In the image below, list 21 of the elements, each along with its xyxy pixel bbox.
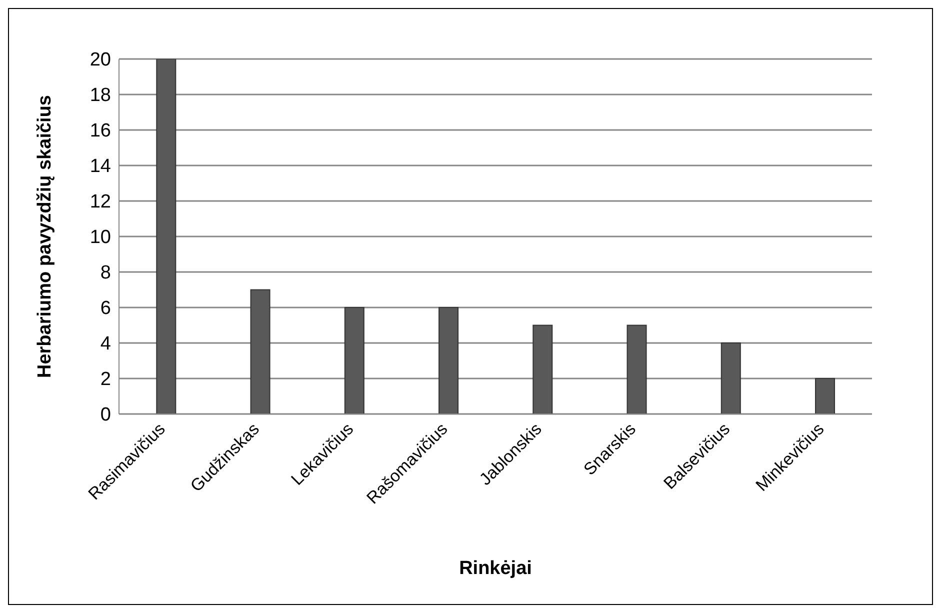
bar [626,324,647,414]
bar [156,59,176,414]
y-tick-label: 0 [100,404,111,426]
bar [815,378,836,414]
y-tick-label: 14 [90,156,112,178]
y-tick-label: 10 [90,227,111,248]
bar [250,289,270,414]
bar [344,307,364,414]
y-tick-label: 2 [100,369,111,390]
y-tick-label: 12 [90,192,111,213]
y-tick-label: 16 [90,120,111,142]
bar [438,307,459,414]
y-tick-label: 8 [100,262,111,284]
x-axis-title: Rinkėjai [459,558,532,579]
y-axis-title: Herbariumo pavyzdžių skaičius [34,95,56,378]
y-tick-label: 20 [90,50,111,71]
y-tick-label: 6 [100,298,111,320]
y-tick-label: 4 [100,334,112,355]
bar [532,324,553,414]
y-tick-label: 18 [90,85,111,106]
bar [720,342,741,414]
